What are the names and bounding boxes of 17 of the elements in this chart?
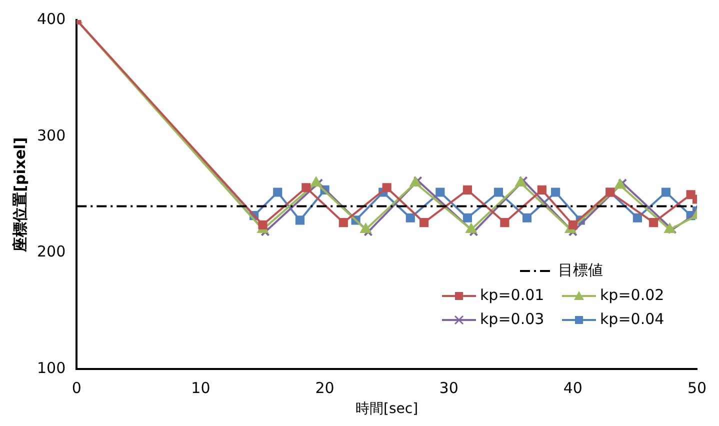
legend-label: kp=0.02 bbox=[600, 286, 664, 304]
x-tick-label: 0 bbox=[72, 379, 82, 398]
x-tick-label: 50 bbox=[687, 379, 707, 398]
x-tick-label: 40 bbox=[563, 379, 582, 398]
legend-label: kp=0.01 bbox=[480, 286, 544, 304]
x-tick-label: 30 bbox=[439, 379, 458, 398]
x-tick-label: 10 bbox=[191, 379, 210, 398]
y-tick-label: 400 bbox=[36, 10, 66, 28]
x-axis-title: 時間[sec] bbox=[356, 401, 418, 418]
y-axis-title: 座標位置[pixel] bbox=[10, 137, 29, 253]
x-tick-label: 20 bbox=[315, 379, 334, 398]
y-tick-label: 300 bbox=[36, 126, 66, 144]
y-tick-label: 200 bbox=[36, 242, 66, 261]
y-tick-label: 100 bbox=[36, 359, 66, 378]
legend-label: kp=0.04 bbox=[600, 310, 664, 328]
legend-label: 目標値 bbox=[558, 261, 603, 279]
legend-label: kp=0.03 bbox=[480, 310, 544, 328]
